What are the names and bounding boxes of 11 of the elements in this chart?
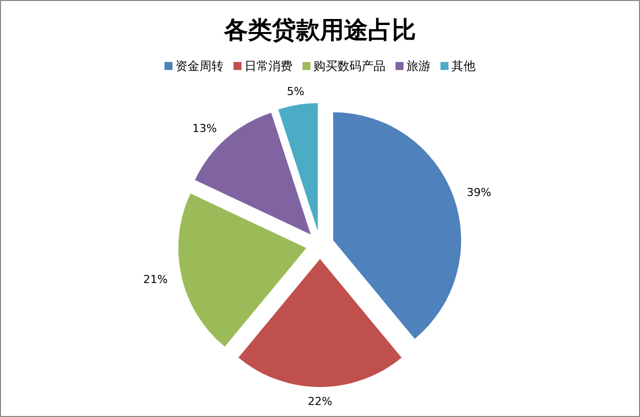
chart-title: 各类贷款用途占比 (223, 16, 416, 44)
legend-label: 其他 (452, 59, 476, 73)
data-label: 22% (308, 395, 332, 408)
data-label: 5% (286, 84, 304, 98)
data-label: 21% (143, 273, 168, 286)
data-label: 13% (192, 122, 217, 135)
legend-label: 购买数码产品 (314, 59, 386, 73)
data-label: 39% (466, 186, 492, 200)
legend-label: 旅游 (406, 59, 430, 73)
legend-label: 日常消费 (244, 59, 292, 73)
legend-label: 资金周转 (176, 59, 224, 73)
